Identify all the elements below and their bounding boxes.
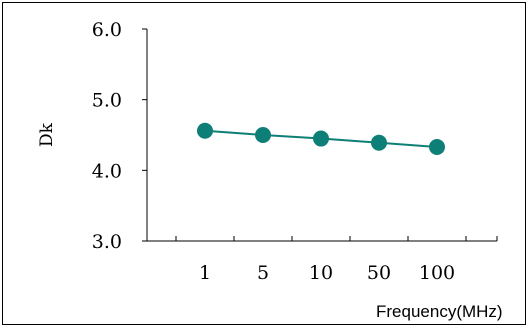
y-axis-title: Dk [37, 122, 57, 147]
x-tick-label: 100 [419, 262, 455, 284]
data-point [255, 127, 271, 143]
x-tick-label: 1 [199, 262, 211, 284]
y-tick-label: 4.0 [92, 160, 122, 182]
y-tick-labels: 6.0 5.0 4.0 3.0 [92, 19, 122, 253]
axes [142, 28, 498, 242]
y-tick-label: 6.0 [92, 19, 122, 41]
x-axis-title: Frequency(MHz) [376, 302, 503, 321]
x-tick-labels: 1 5 10 50 100 [199, 262, 455, 284]
chart-frame [2, 2, 526, 325]
x-tick-label: 10 [309, 262, 333, 284]
y-tick-label: 3.0 [92, 231, 122, 253]
data-point [429, 139, 445, 156]
data-point [371, 134, 387, 151]
x-tick-label: 5 [257, 262, 269, 284]
data-point [313, 130, 329, 147]
x-tick-label: 50 [367, 262, 391, 284]
series-layer [197, 122, 445, 156]
data-point [197, 122, 213, 139]
y-tick-label: 5.0 [92, 90, 122, 112]
